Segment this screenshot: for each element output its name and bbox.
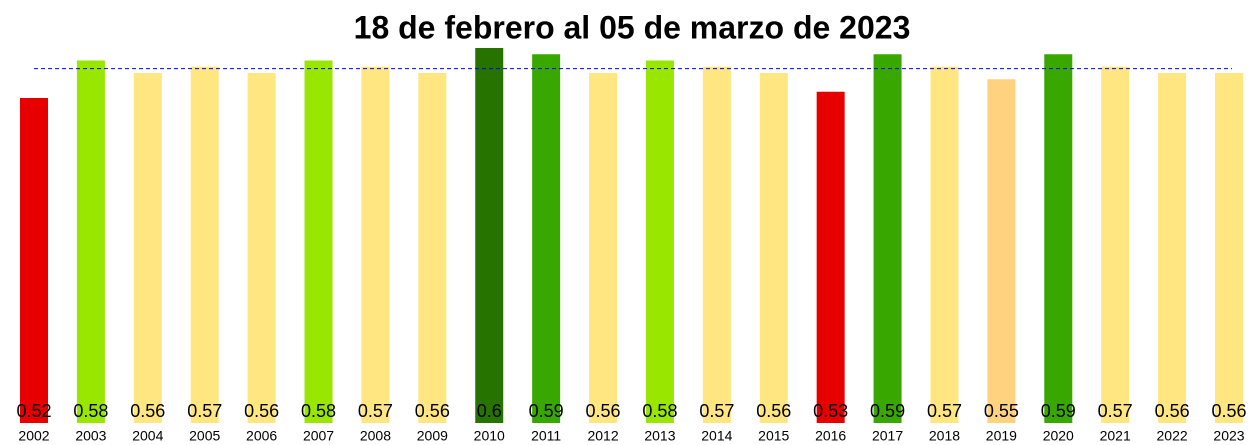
x-tick-label: 2021 [1100,428,1131,444]
x-tick-label: 2006 [246,428,277,444]
bar [1215,73,1243,423]
value-label: 0.59 [529,401,564,421]
value-label: 0.57 [699,401,734,421]
bar [475,48,504,423]
bar [190,66,219,423]
x-tick-label: 2020 [1043,428,1074,444]
x-tick-label: 2018 [929,428,960,444]
value-label: 0.59 [870,401,905,421]
value-label: 0.56 [130,401,165,421]
bar [133,73,162,423]
value-label: 0.57 [358,401,393,421]
value-label: 0.56 [415,401,450,421]
value-label: 0.58 [642,401,677,421]
bar [930,66,959,423]
bar [702,66,731,423]
bar [361,66,390,423]
bar [759,73,788,423]
x-tick-label: 2010 [474,428,505,444]
value-label: 0.56 [586,401,621,421]
x-tick-label: 2004 [132,428,163,444]
bar [304,60,333,423]
bar [873,54,902,423]
bar [816,91,845,423]
x-tick-label: 2007 [303,428,334,444]
value-label: 0.6 [477,401,502,421]
value-label: 0.53 [813,401,848,421]
x-tick-label: 2012 [587,428,618,444]
bar [418,73,447,423]
value-label: 0.52 [16,401,51,421]
value-label: 0.58 [73,401,108,421]
x-tick-label: 2008 [360,428,391,444]
x-tick-label: 2003 [75,428,106,444]
bar [247,73,276,423]
x-tick-label: 2019 [986,428,1017,444]
x-tick-label: 2002 [18,428,49,444]
bar [1158,73,1187,423]
bar [589,73,618,423]
chart-title: 18 de febrero al 05 de marzo de 2023 [354,9,911,45]
value-label: 0.55 [984,401,1019,421]
x-tick-label: 2017 [872,428,903,444]
value-label: 0.57 [927,401,962,421]
value-label: 0.57 [187,401,222,421]
value-label: 0.57 [1098,401,1133,421]
bar [1044,54,1073,423]
bar [1101,66,1130,423]
x-tick-label: 2005 [189,428,220,444]
x-tick-label: 2009 [417,428,448,444]
bar [987,79,1016,423]
x-tick-label: 2014 [701,428,732,444]
bar [76,60,105,423]
value-label: 0.56 [756,401,791,421]
value-label: 0.56 [1211,401,1246,421]
value-label: 0.59 [1041,401,1076,421]
x-tick-label: 2022 [1157,428,1188,444]
bar [532,54,561,423]
x-tick-label: 2011 [531,428,561,444]
x-tick-label: 2015 [758,428,789,444]
x-tick-label: 2023 [1213,428,1244,444]
x-tick-label: 2013 [644,428,675,444]
value-label: 0.58 [301,401,336,421]
x-tick-label: 2016 [815,428,846,444]
value-label: 0.56 [244,401,279,421]
bar [20,98,48,423]
bar [645,60,674,423]
value-label: 0.56 [1155,401,1190,421]
